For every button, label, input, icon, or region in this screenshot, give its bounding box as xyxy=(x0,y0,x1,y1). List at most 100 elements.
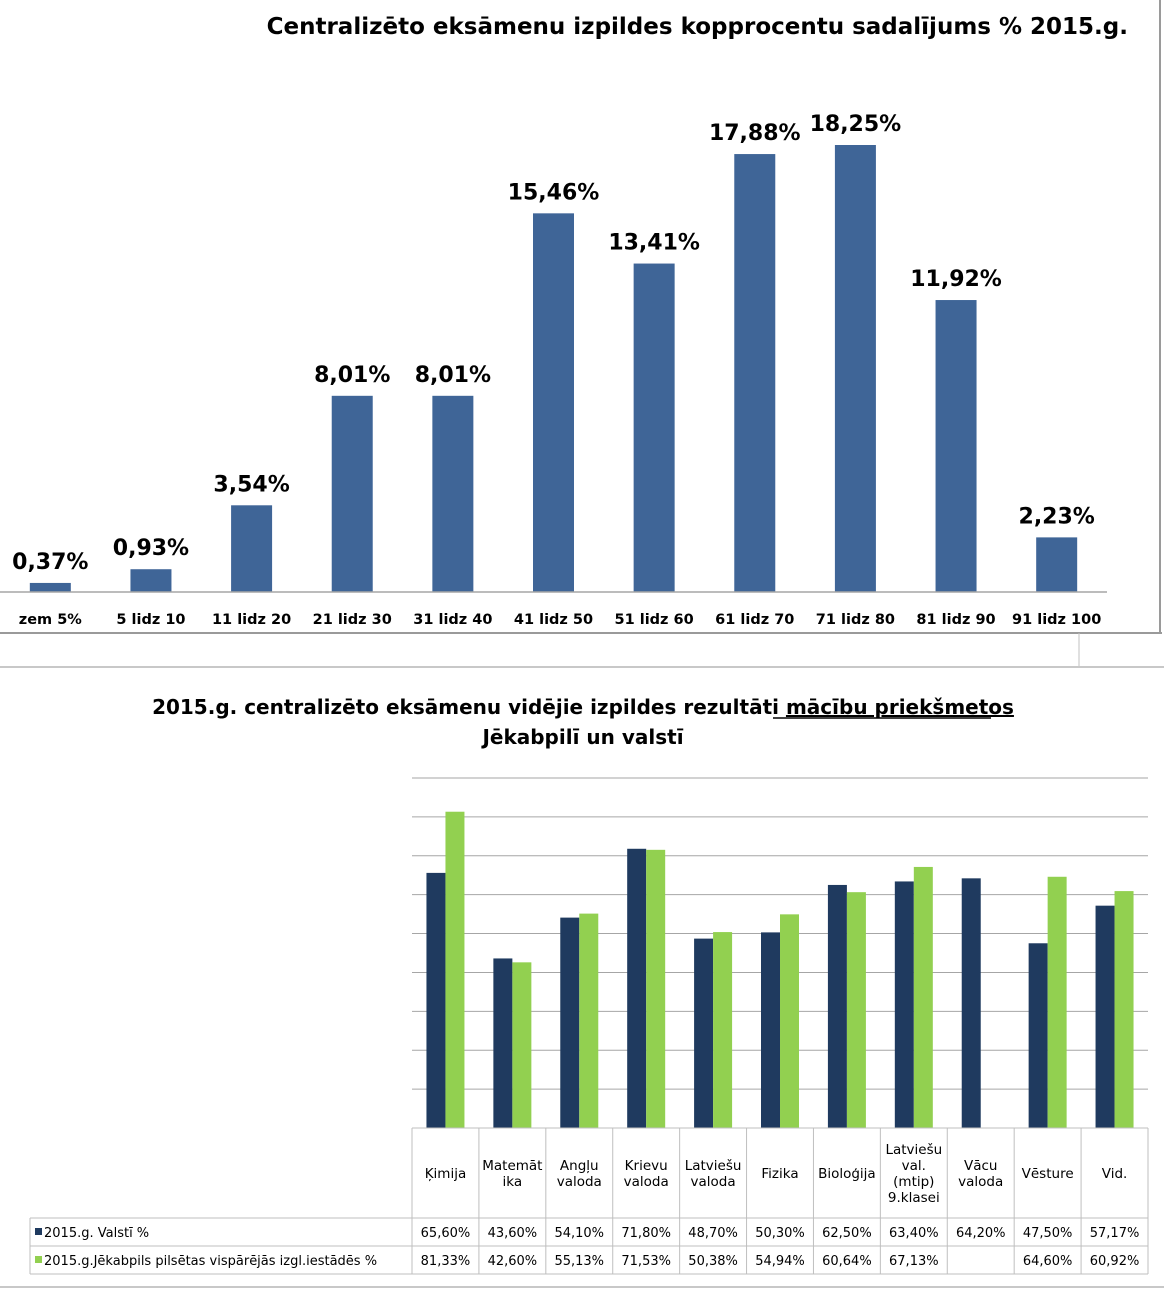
table-value-cell: 54,10% xyxy=(554,1226,604,1241)
table-value-cell: 63,40% xyxy=(889,1226,939,1241)
distribution-bar xyxy=(432,395,474,592)
table-value-cell: 65,60% xyxy=(421,1226,471,1241)
distribution-data-label: 15,46% xyxy=(508,180,600,205)
distribution-data-label: 17,88% xyxy=(709,121,801,146)
distribution-data-label: 2,23% xyxy=(1019,504,1095,529)
table-value-cell: 60,64% xyxy=(822,1254,872,1269)
distribution-bar xyxy=(935,300,977,592)
subject-results-title-underlined: mācību priekšmetos xyxy=(786,695,1014,719)
distribution-data-label: 18,25% xyxy=(810,112,902,137)
distribution-bar xyxy=(633,263,675,592)
distribution-bar xyxy=(231,505,273,592)
subject-results-gridlines xyxy=(412,777,1148,1090)
distribution-bar xyxy=(533,213,574,593)
distribution-data-labels: 0,37% 0,93% 3,54% 8,01% 8,01% 15,46% 13,41% 17,… xyxy=(12,112,1095,575)
national-bar xyxy=(761,932,780,1128)
table-category-header: Ķimija xyxy=(425,1166,467,1182)
jekabpils-bar xyxy=(846,892,866,1128)
table-value-cell: 60,92% xyxy=(1090,1254,1140,1269)
distribution-bar xyxy=(331,395,373,592)
table-value-cell: 50,30% xyxy=(755,1226,805,1241)
distribution-category-label: zem 5% xyxy=(19,612,83,628)
table-category-header: Krievu valoda xyxy=(624,1158,669,1190)
jekabpils-bar xyxy=(1047,876,1067,1128)
table-value-cell: 54,94% xyxy=(755,1254,805,1269)
distribution-data-label: 0,93% xyxy=(113,536,189,561)
table-value-cell: 43,60% xyxy=(488,1226,538,1241)
distribution-data-label: 8,01% xyxy=(415,363,491,388)
table-value-cell: 48,70% xyxy=(688,1226,738,1241)
national-bar xyxy=(1028,943,1048,1128)
jekabpils-bar xyxy=(646,849,666,1128)
national-bar xyxy=(894,881,914,1128)
table-value-cell: 71,80% xyxy=(621,1226,671,1241)
subject-results-bars xyxy=(426,811,1134,1128)
jekabpils-bar xyxy=(579,913,599,1128)
distribution-bar xyxy=(130,569,172,592)
subject-results-chart: 2015.g. centralizēto eksāmenu vidējie iz… xyxy=(0,695,1164,1288)
national-bar xyxy=(1095,905,1115,1128)
table-value-cell: 62,50% xyxy=(822,1226,872,1241)
table-value-cell: 81,33% xyxy=(421,1254,471,1269)
jekabpils-bar xyxy=(1114,891,1134,1128)
distribution-category-label: 21 lidz 30 xyxy=(313,612,392,628)
distribution-category-label: 71 lidz 80 xyxy=(816,612,895,628)
table-value-cell: 64,20% xyxy=(956,1226,1006,1241)
distribution-bar xyxy=(834,145,876,592)
table-value-cell: 47,50% xyxy=(1023,1226,1073,1241)
jekabpils-bar xyxy=(780,914,799,1128)
jekabpils-bar xyxy=(713,932,733,1128)
distribution-category-label: 81 lidz 90 xyxy=(916,612,995,628)
national-bar xyxy=(694,938,714,1128)
table-category-header: Vācu valoda xyxy=(958,1158,1003,1190)
distribution-data-label: 11,92% xyxy=(910,267,1002,292)
distribution-data-label: 8,01% xyxy=(314,363,390,388)
table-category-header: Vēsture xyxy=(1022,1166,1074,1182)
national-bar xyxy=(560,917,580,1128)
national-bar xyxy=(627,848,647,1128)
jekabpils-bar xyxy=(512,962,532,1128)
table-category-header: Bioloģija xyxy=(818,1166,876,1182)
legend-series-name: 2015.g.Jēkabpils pilsētas vispārējās izg… xyxy=(44,1254,377,1269)
distribution-category-label: 11 lidz 20 xyxy=(212,612,291,628)
distribution-category-labels: zem 5% 5 lidz 10 11 lidz 20 21 lidz 30 31 li… xyxy=(19,612,1102,628)
table-category-header: Angļu valoda xyxy=(557,1158,602,1190)
distribution-category-label: 51 lidz 60 xyxy=(615,612,694,628)
distribution-bar xyxy=(1036,537,1078,592)
distribution-bars xyxy=(29,145,1078,593)
distribution-data-label: 3,54% xyxy=(213,472,289,497)
table-value-cell: 55,13% xyxy=(554,1254,604,1269)
national-bar xyxy=(426,872,446,1128)
table-category-header: Matemāt ika xyxy=(482,1158,542,1190)
national-bar xyxy=(827,884,847,1128)
distribution-category-label: 5 lidz 10 xyxy=(116,612,185,628)
distribution-chart-title: Centralizēto eksāmenu izpildes kopprocen… xyxy=(267,14,1128,40)
distribution-category-label: 41 lidz 50 xyxy=(514,612,593,628)
legend-key xyxy=(35,1256,42,1263)
subject-results-title-line2: Jēkabpilī un valstī xyxy=(480,725,683,749)
subject-results-title-part1: 2015.g. centralizēto eksāmenu vidējie iz… xyxy=(152,695,786,719)
table-category-header: Latviešu val. (mtip) 9.klasei xyxy=(885,1142,942,1206)
table-value-cell: 67,13% xyxy=(889,1254,939,1269)
distribution-bar xyxy=(29,582,71,592)
jekabpils-bar xyxy=(913,866,933,1128)
table-value-cell: 71,53% xyxy=(621,1254,671,1269)
table-category-header: Latviešu valoda xyxy=(685,1158,742,1190)
distribution-data-label: 0,37% xyxy=(12,550,88,575)
distribution-data-label: 13,41% xyxy=(608,231,700,256)
legend-key xyxy=(35,1228,42,1235)
legend-series-name: 2015.g. Valstī % xyxy=(44,1226,149,1241)
table-value-cell: 64,60% xyxy=(1023,1254,1073,1269)
table-value-cell: 42,60% xyxy=(488,1254,538,1269)
subject-results-data-table: Ķimija Matemāt ika Angļu valoda Krievu valoda L… xyxy=(29,1127,1149,1275)
table-category-header: Fizika xyxy=(761,1166,798,1182)
jekabpils-bar xyxy=(445,811,465,1128)
distribution-chart: Centralizēto eksāmenu izpildes kopprocen… xyxy=(0,0,1164,668)
national-bar xyxy=(493,958,513,1128)
distribution-category-label: 31 lidz 40 xyxy=(413,612,492,628)
national-bar xyxy=(961,878,981,1128)
table-value-cell: 50,38% xyxy=(688,1254,738,1269)
distribution-bar xyxy=(734,154,776,592)
table-category-header: Vid. xyxy=(1102,1166,1128,1182)
table-value-cell: 57,17% xyxy=(1090,1226,1140,1241)
